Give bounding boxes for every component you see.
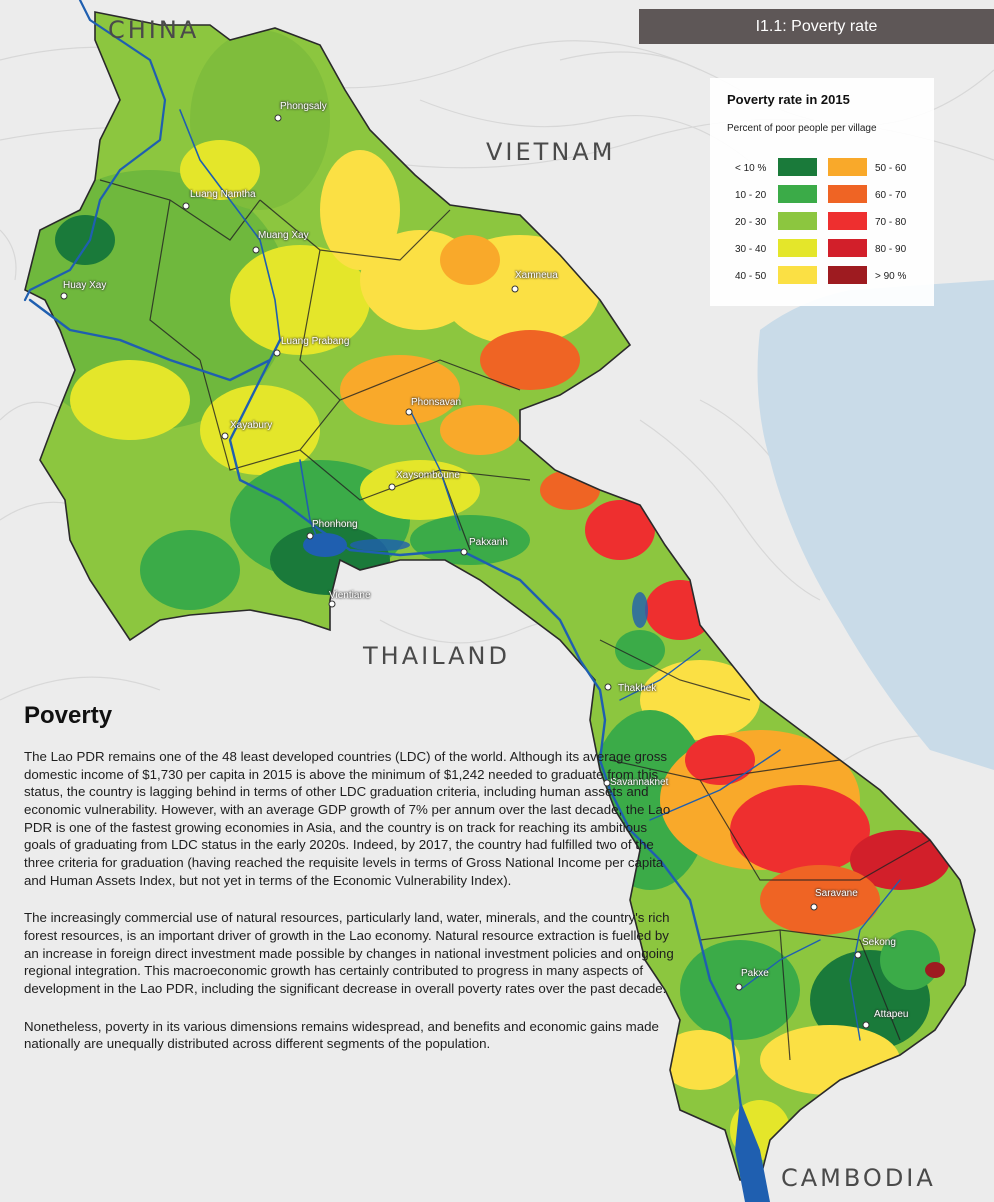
city-label-huay-xay: Huay Xay <box>63 280 107 291</box>
city-label-pakxanh: Pakxanh <box>469 537 508 548</box>
legend-swatch-80-90 <box>828 239 867 257</box>
city-label-phonsavan: Phonsavan <box>411 397 462 408</box>
legend-swatch-60-70 <box>828 185 867 203</box>
legend-swatch-70-80 <box>828 212 867 230</box>
legend-swatch-50-60 <box>828 158 867 176</box>
legend-label-50-60: 50 - 60 <box>875 163 907 174</box>
legend-panel: Poverty rate in 2015 Percent of poor peo… <box>710 78 934 306</box>
map-header-title: I1.1: Poverty rate <box>639 9 994 44</box>
country-label-vietnam: VIETNAM <box>486 138 616 166</box>
legend-subtitle: Percent of poor people per village <box>727 123 877 134</box>
city-label-vientiane: Vientiane <box>329 590 371 601</box>
legend-label-lt10: < 10 % <box>735 163 767 174</box>
country-label-cambodia: CAMBODIA <box>781 1164 936 1192</box>
city-label-luang-prabang: Luang Prabang <box>281 336 350 347</box>
legend-swatch-20-30 <box>778 212 817 230</box>
legend-label-20-30: 20 - 30 <box>735 217 767 228</box>
legend-swatch-10-20 <box>778 185 817 203</box>
article-heading: Poverty <box>24 702 113 729</box>
city-label-luang-namtha: Luang Namtha <box>190 189 256 200</box>
city-label-pakxe: Pakxe <box>741 968 769 979</box>
country-label-china: CHINA <box>108 16 200 44</box>
city-label-muang-xay: Muang Xay <box>258 230 309 241</box>
legend-label-40-50: 40 - 50 <box>735 271 767 282</box>
city-label-phonhong: Phonhong <box>312 519 358 530</box>
article-paragraph-1: The Lao PDR remains one of the 48 least … <box>24 749 671 888</box>
city-label-thakhek: Thakhek <box>618 683 657 694</box>
city-label-xayabury: Xayabury <box>230 420 273 431</box>
legend-label-60-70: 60 - 70 <box>875 190 907 201</box>
legend-label-70-80: 70 - 80 <box>875 217 907 228</box>
article-paragraph-3: Nonetheless, poverty in its various dime… <box>24 1018 659 1052</box>
article-paragraph-2: The increasingly commercial use of natur… <box>24 910 674 997</box>
legend-label-gt90: > 90 % <box>875 271 907 282</box>
city-label-sekong: Sekong <box>862 937 896 948</box>
city-label-savannakhet: Savannakhet <box>610 777 669 788</box>
article-panel: Poverty The Lao PDR remains one of the 4… <box>24 702 679 1073</box>
legend-title: Poverty rate in 2015 <box>727 92 850 107</box>
legend-label-80-90: 80 - 90 <box>875 244 907 255</box>
legend-swatch-40-50 <box>778 266 817 284</box>
country-label-thailand: THAILAND <box>363 642 510 670</box>
legend-label-30-40: 30 - 40 <box>735 244 767 255</box>
legend-swatch-lt10 <box>778 158 817 176</box>
city-label-attapeu: Attapeu <box>874 1009 909 1020</box>
city-label-saravane: Saravane <box>815 888 858 899</box>
city-label-xaysomboune: Xaysomboune <box>396 470 460 481</box>
legend-label-10-20: 10 - 20 <box>735 190 767 201</box>
city-label-phongsaly: Phongsaly <box>280 101 327 112</box>
legend-swatch-gt90 <box>828 266 867 284</box>
legend-swatch-30-40 <box>778 239 817 257</box>
city-label-xamneua: Xamneua <box>515 270 558 281</box>
